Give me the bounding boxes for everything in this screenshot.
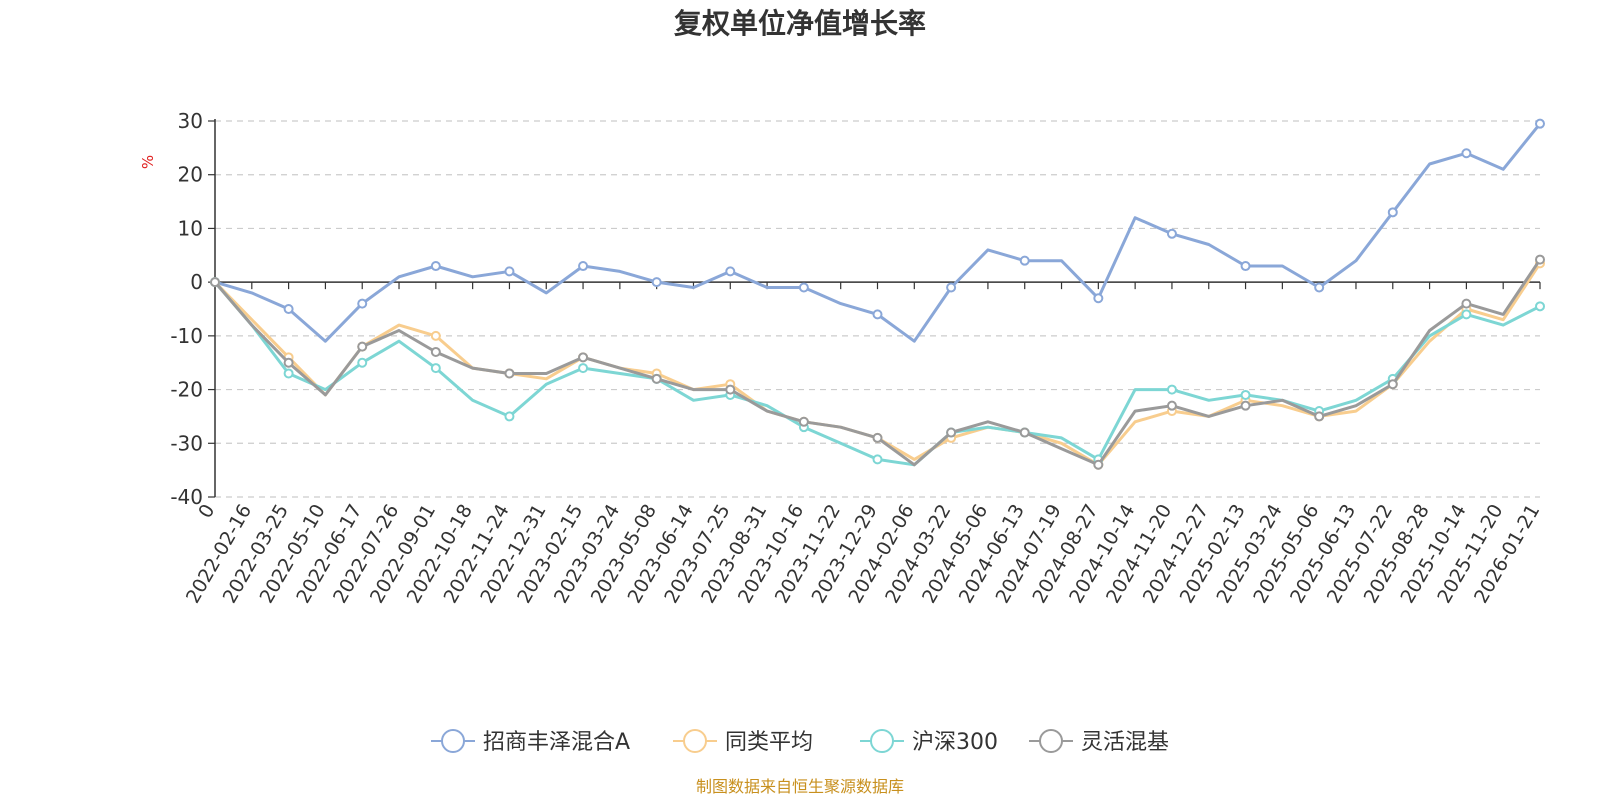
- data-point: [283, 304, 294, 314]
- data-point: [798, 416, 809, 427]
- y-axis-unit-label: %: [139, 155, 157, 169]
- data-point: [504, 368, 515, 379]
- data-point: [578, 352, 589, 363]
- y-tick-label: 0: [190, 270, 203, 294]
- y-tick-label: 30: [178, 109, 203, 133]
- legend-item-3[interactable]: 灵活混基: [1029, 729, 1169, 755]
- series-lines: [210, 118, 1545, 470]
- data-point: [872, 454, 883, 465]
- data-point: [578, 363, 589, 374]
- series-line: [213, 122, 1542, 343]
- data-point: [1387, 379, 1398, 390]
- legend-item-1[interactable]: 同类平均: [673, 729, 813, 755]
- data-point: [430, 261, 441, 272]
- data-point: [504, 411, 515, 422]
- data-point: [283, 357, 294, 368]
- y-tick-label: -10: [170, 324, 203, 348]
- data-point: [725, 266, 736, 277]
- data-point: [1387, 207, 1398, 218]
- data-point: [1314, 282, 1325, 293]
- data-point: [357, 298, 368, 309]
- source-note: 制图数据来自恒生聚源数据库: [696, 777, 904, 796]
- data-point: [210, 277, 220, 288]
- data-point: [357, 341, 368, 352]
- legend-label: 沪深300: [912, 730, 998, 755]
- y-tick-label: -30: [170, 431, 203, 455]
- data-point: [357, 357, 368, 368]
- data-point: [430, 363, 441, 374]
- data-point: [578, 261, 589, 272]
- data-point: [1019, 427, 1030, 438]
- data-point: [504, 266, 515, 277]
- data-point: [651, 373, 662, 384]
- series-3: [210, 254, 1545, 470]
- x-tick-label: 0: [194, 501, 219, 522]
- legend-marker: [683, 729, 707, 753]
- data-point: [872, 432, 883, 443]
- data-point: [1240, 261, 1251, 272]
- data-point: [1314, 411, 1325, 422]
- axes: 3020100-10-20-30-4002022-02-162022-03-25…: [170, 109, 1544, 607]
- data-point: [1535, 254, 1545, 265]
- legend[interactable]: 招商丰泽混合A 同类平均 沪深300 灵活混基: [431, 729, 1169, 755]
- legend-marker: [441, 729, 465, 753]
- data-point: [1166, 228, 1177, 239]
- legend-item-0[interactable]: 招商丰泽混合A: [431, 729, 630, 755]
- data-point: [651, 277, 662, 288]
- data-point: [1166, 400, 1177, 411]
- y-tick-label: 20: [178, 163, 203, 187]
- legend-label: 招商丰泽混合A: [483, 730, 630, 755]
- data-point: [725, 384, 736, 395]
- series-0: [210, 118, 1545, 343]
- data-point: [1093, 293, 1104, 304]
- y-tick-label: 10: [178, 216, 203, 240]
- data-point: [1240, 400, 1251, 411]
- data-point: [1461, 298, 1472, 309]
- data-point: [1240, 389, 1251, 400]
- legend-label: 同类平均: [725, 730, 813, 755]
- data-point: [1535, 301, 1545, 312]
- data-point: [946, 282, 957, 293]
- data-point: [872, 309, 883, 320]
- data-point: [430, 346, 441, 357]
- chart-title: 复权单位净值增长率: [674, 7, 926, 40]
- data-point: [1093, 459, 1104, 470]
- data-point: [1461, 309, 1472, 320]
- data-point: [798, 282, 809, 293]
- data-point: [430, 330, 441, 341]
- legend-item-2[interactable]: 沪深300: [860, 729, 998, 755]
- data-point: [1535, 118, 1545, 129]
- legend-marker: [1039, 729, 1063, 753]
- data-point: [946, 427, 957, 438]
- legend-label: 灵活混基: [1081, 730, 1169, 755]
- y-tick-label: -20: [170, 378, 203, 402]
- data-point: [1461, 148, 1472, 159]
- data-point: [283, 368, 294, 379]
- y-tick-label: -40: [170, 485, 203, 509]
- data-point: [1019, 255, 1030, 266]
- data-point: [1166, 384, 1177, 395]
- legend-marker: [870, 729, 894, 753]
